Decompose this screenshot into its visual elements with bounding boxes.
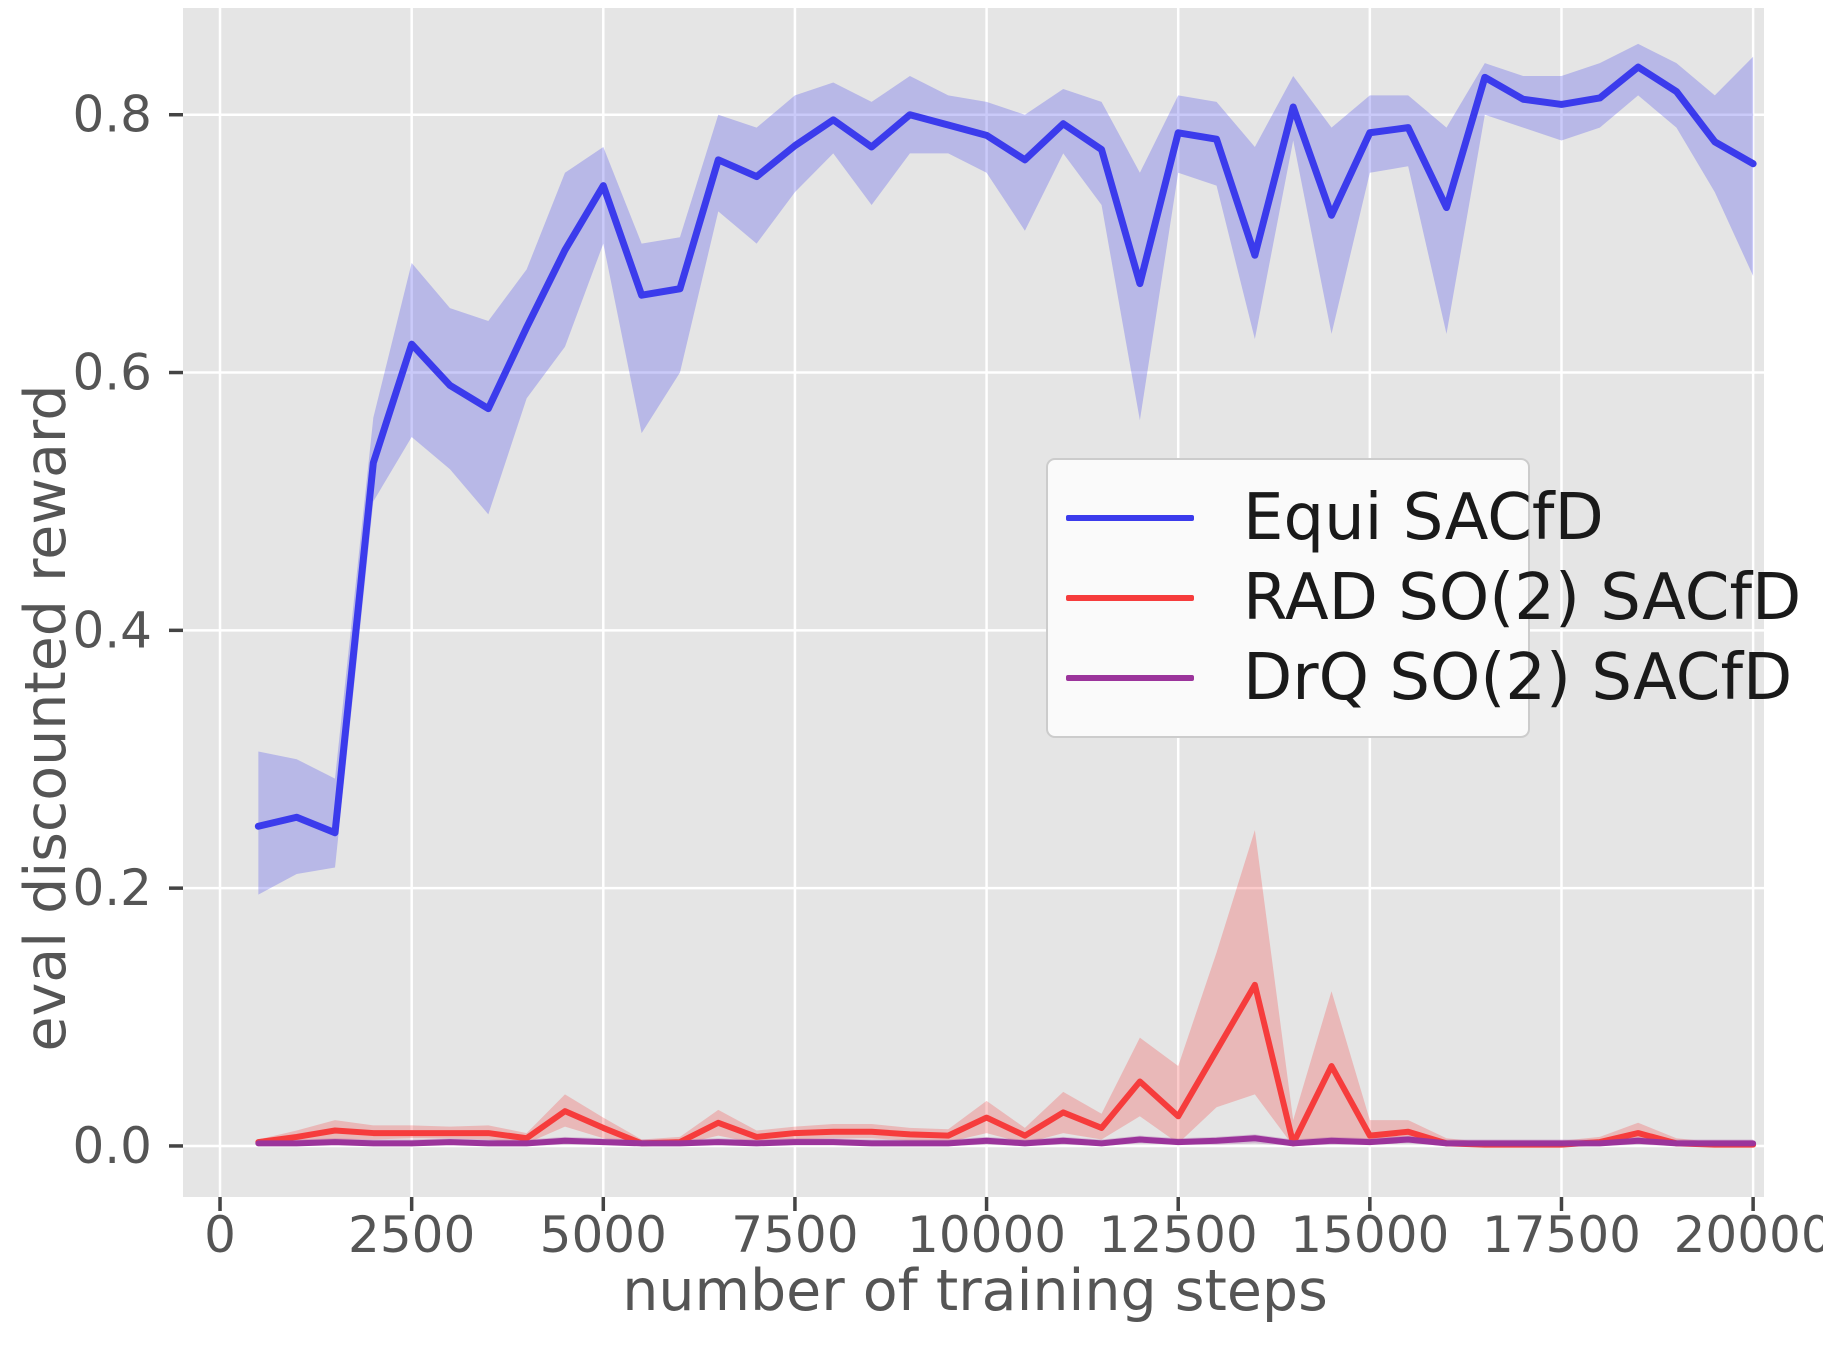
legend-line-icon [1066, 675, 1194, 681]
legend: Equi SACfD RAD SO(2) SACfD DrQ SO(2) SAC… [1046, 458, 1801, 738]
legend-line-icon [1066, 595, 1194, 601]
y-axis-label: eval discounted reward [13, 384, 79, 1052]
legend-label: Equi SACfD [1243, 481, 1604, 555]
legend-label: DrQ SO(2) SACfD [1243, 641, 1793, 715]
legend-label: RAD SO(2) SACfD [1243, 561, 1802, 635]
legend-line-icon [1066, 515, 1194, 521]
y-tick-label: 0.0 [72, 1117, 152, 1175]
x-tick-label: 15000 [1290, 1206, 1449, 1264]
x-tick-label: 5000 [540, 1206, 667, 1264]
legend-entry-drq-so2-sacfd: DrQ SO(2) SACfD [1048, 642, 1792, 714]
y-tick-label: 0.6 [72, 344, 152, 402]
x-tick-label: 7500 [731, 1206, 858, 1264]
legend-entry-rad-so2-sacfd: RAD SO(2) SACfD [1048, 562, 1801, 634]
x-tick-label: 10000 [907, 1206, 1066, 1264]
y-tick-label: 0.2 [72, 859, 152, 917]
y-tick-label: 0.4 [72, 601, 152, 659]
x-axis-label: number of training steps [622, 1258, 1328, 1324]
x-tick-label: 17500 [1482, 1206, 1641, 1264]
series-line-2 [255, 1135, 1757, 1147]
x-tick-label: 20000 [1674, 1206, 1823, 1264]
y-tick-label: 0.8 [72, 86, 152, 144]
series-line-0 [254, 63, 1757, 837]
x-tick-label: 12500 [1099, 1206, 1258, 1264]
x-tick-label: 2500 [348, 1206, 475, 1264]
x-tick-label: 0 [204, 1206, 236, 1264]
confidence-band-0 [258, 43, 1754, 895]
legend-entry-equi-sacfd: Equi SACfD [1048, 482, 1604, 554]
